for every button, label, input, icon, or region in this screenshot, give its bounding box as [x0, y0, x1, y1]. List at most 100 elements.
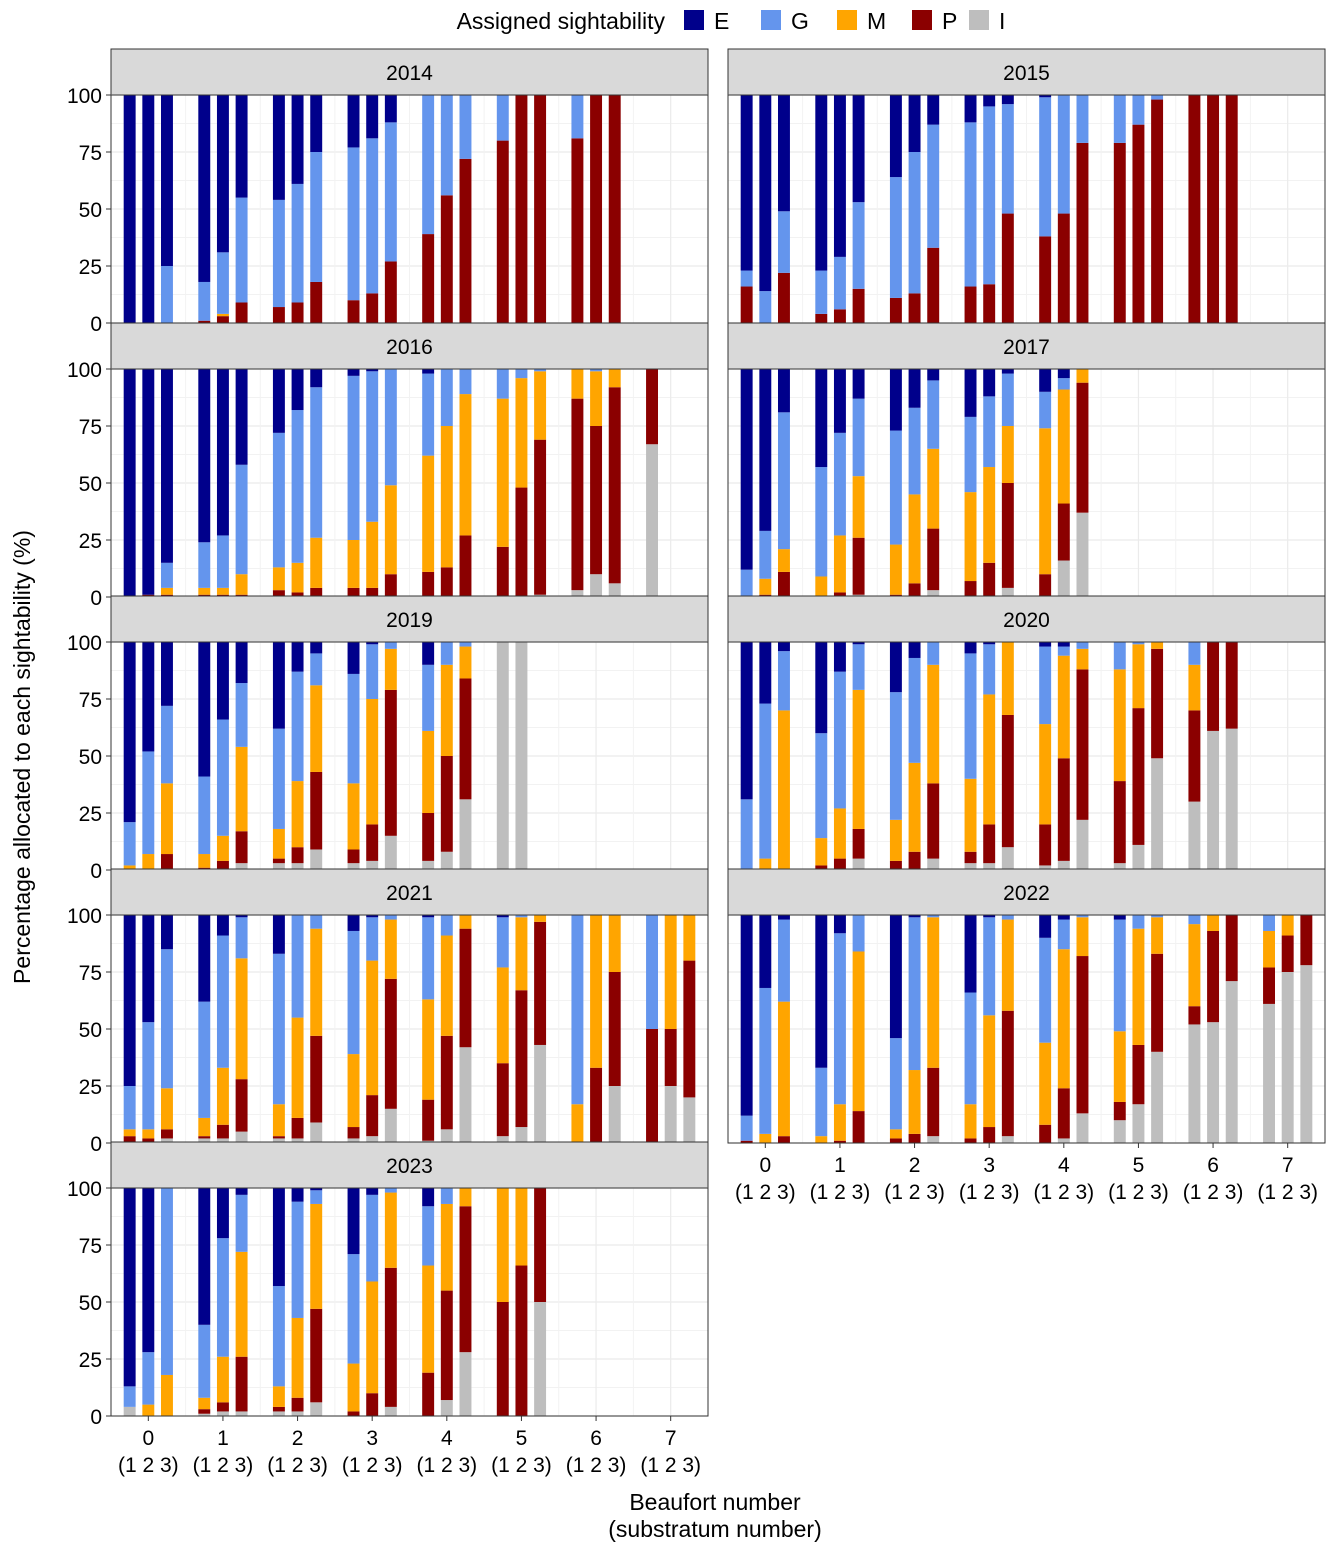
y-tick-label: 25 [79, 530, 102, 553]
bar-segment-E [347, 915, 360, 931]
bar-segment-M [983, 1015, 996, 1128]
bar-segment-E [291, 95, 304, 184]
bar-segment-G [198, 1001, 211, 1118]
bar-segment-G [310, 915, 323, 929]
panel-strip [110, 48, 709, 96]
bar-segment-P [889, 860, 902, 870]
x-tick-label: 4 [1058, 1154, 1070, 1177]
bar-segment-E [198, 1188, 211, 1325]
x-tick-label: 3 [366, 1427, 378, 1450]
bar-segment-I [1057, 860, 1070, 870]
x-tick-label: 3 [983, 1154, 995, 1177]
bar-segment-P [515, 1265, 528, 1416]
bar-segment-G [983, 917, 996, 1016]
bar-segment-G [366, 138, 379, 294]
x-tick-label: 6 [590, 1427, 602, 1450]
bar-segment-G [160, 562, 173, 588]
y-tick-label: 75 [79, 689, 102, 712]
panel-border [727, 914, 1326, 1144]
bar-segment-G [759, 291, 772, 323]
bar-segment-E [852, 369, 865, 399]
bar-segment-P [1132, 1044, 1145, 1105]
bar-segment-G [515, 369, 528, 379]
bar-segment-G [833, 256, 846, 310]
bar-segment-P [852, 1111, 865, 1143]
legend-swatch-G [761, 10, 781, 30]
x-substratum-label: (1 2 3) [491, 1454, 552, 1477]
bar-segment-P [422, 1099, 435, 1141]
bar-segment-M [833, 808, 846, 859]
bar-segment-G [1076, 642, 1089, 649]
bar-segment-M [815, 576, 828, 597]
bar-segment-E [142, 369, 155, 595]
bar-segment-G [1263, 915, 1276, 931]
bar-segment-M [384, 648, 397, 690]
bar-segment-E [198, 95, 211, 282]
bar-segment-P [272, 1136, 285, 1139]
bar-segment-G [384, 369, 397, 486]
bar-segment-P [235, 302, 248, 323]
bar-segment-M [927, 448, 940, 529]
bar-segment-E [347, 369, 360, 376]
y-tick-label: 75 [79, 1235, 102, 1258]
bar-segment-M [160, 1374, 173, 1416]
bar-segment-I [198, 1138, 211, 1143]
bar-segment-P [1076, 382, 1089, 513]
bar-segment-G [927, 124, 940, 248]
bar-segment-P [964, 286, 977, 323]
bar-segment-M [459, 1188, 472, 1207]
bar-segment-G [740, 1115, 753, 1141]
bar-segment-G [422, 95, 435, 235]
bar-segment-P [1132, 124, 1145, 323]
bar-segment-M [759, 1133, 772, 1143]
bar-segment-M [833, 535, 846, 593]
bar-segment-G [216, 252, 229, 314]
y-tick-label: 50 [79, 746, 102, 769]
bar-segment-G [291, 671, 304, 782]
bar-segment-E [160, 642, 173, 706]
bar-segment-I [440, 1400, 453, 1416]
y-tick-label: 100 [67, 359, 102, 382]
bar-segment-M [310, 928, 323, 1036]
bar-segment-E [833, 915, 846, 934]
bar-segment-E [272, 915, 285, 954]
bar-segment-P [515, 95, 528, 323]
bar-segment-P [833, 858, 846, 870]
legend-label-E: E [714, 8, 729, 34]
bar-segment-M [235, 746, 248, 832]
bar-segment-E [160, 95, 173, 266]
bar-segment-P [608, 972, 621, 1086]
bar-segment-E [142, 95, 155, 323]
bar-segment-P [1151, 953, 1164, 1052]
bar-segment-G [889, 430, 902, 545]
bar-segment-M [459, 915, 472, 929]
bar-segment-P [833, 592, 846, 597]
bar-segment-G [496, 917, 509, 968]
bar-segment-P [983, 824, 996, 864]
bar-segment-M [496, 1188, 509, 1302]
bar-segment-G [777, 412, 790, 550]
bar-segment-I [1207, 730, 1220, 870]
bar-segment-I [291, 1411, 304, 1416]
bar-segment-E [740, 915, 753, 1116]
bar-segment-E [422, 369, 435, 374]
bar-segment-M [216, 835, 229, 861]
bar-segment-G [272, 1286, 285, 1387]
bar-segment-G [515, 915, 528, 918]
bar-segment-P [664, 1029, 677, 1086]
bar-segment-E [347, 95, 360, 148]
bar-segment-I [608, 583, 621, 597]
x-tick-label: 1 [217, 1427, 229, 1450]
bar-segment-P [235, 1356, 248, 1412]
bar-segment-E [1039, 369, 1052, 392]
bar-segment-M [272, 828, 285, 859]
bar-segment-P [1001, 714, 1014, 848]
bar-segment-E [1039, 915, 1052, 938]
bar-segment-E [777, 369, 790, 413]
bar-segment-M [216, 587, 229, 595]
bar-segment-P [440, 756, 453, 852]
bar-segment-M [590, 915, 603, 1068]
bar-segment-E [422, 915, 435, 918]
bar-segment-P [1188, 95, 1201, 323]
bar-segment-P [440, 1035, 453, 1130]
